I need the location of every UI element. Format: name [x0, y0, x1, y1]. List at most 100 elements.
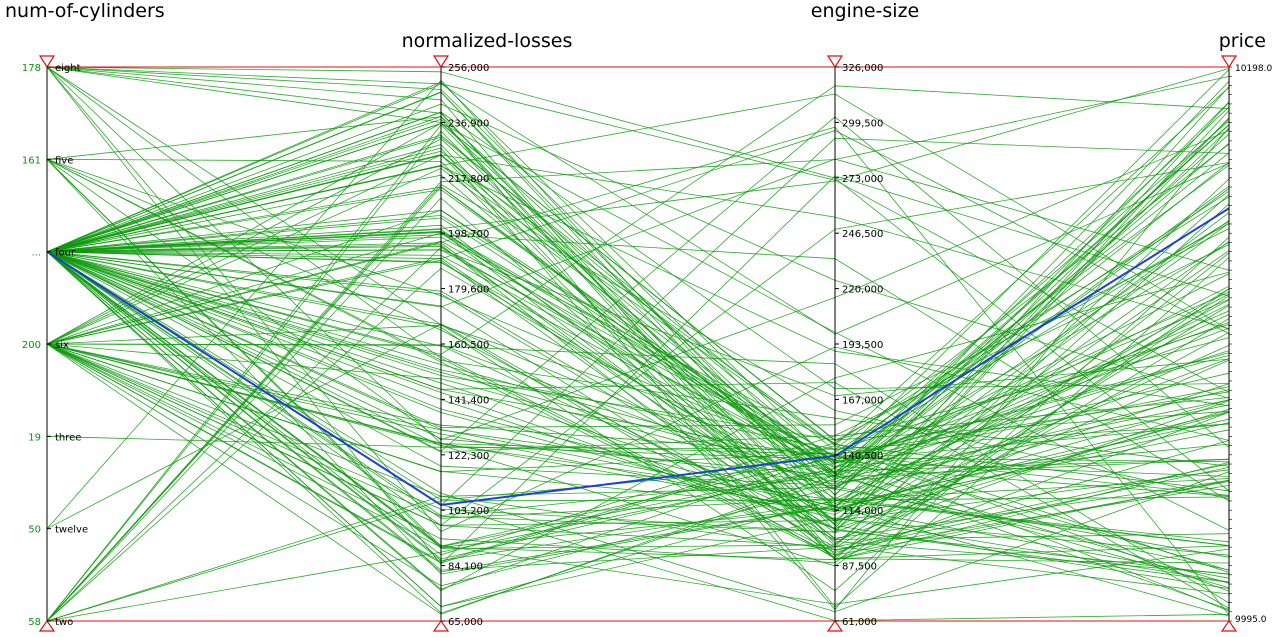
category-count-label: 19 — [28, 432, 41, 443]
axis-bottom-handle-icon[interactable] — [826, 619, 844, 632]
tick-label: 220,000 — [842, 285, 883, 296]
tick-label: 167,000 — [842, 395, 883, 406]
data-line — [46, 251, 1230, 604]
data-line — [46, 267, 1230, 622]
tick-label: 87,500 — [842, 562, 877, 573]
tick-label: 193,500 — [842, 340, 883, 351]
category-count-label: 58 — [28, 617, 41, 628]
data-line — [46, 343, 1230, 592]
data-line — [46, 106, 1230, 474]
category-count-label: 161 — [22, 155, 41, 166]
tick-label: 299,500 — [842, 118, 883, 129]
axis-title-price: price — [1219, 30, 1266, 52]
price-top-label: 10198.0 — [1235, 64, 1272, 74]
data-line — [46, 190, 1230, 473]
data-line — [46, 142, 1230, 517]
axis-top-handle-icon[interactable] — [826, 55, 844, 69]
tick-label: 65,000 — [448, 617, 483, 628]
data-line — [46, 251, 1230, 608]
category-count-label: ... — [31, 248, 41, 259]
category-label: eight — [55, 63, 81, 74]
data-line — [46, 288, 1230, 567]
data-line — [46, 183, 1230, 622]
category-count-label: 200 — [22, 340, 41, 351]
data-line — [46, 162, 1230, 526]
data-line — [46, 158, 1230, 558]
data-line — [46, 343, 1230, 583]
tick-label: 273,000 — [842, 174, 883, 185]
data-line — [46, 251, 1230, 579]
tick-label: 84,100 — [448, 562, 483, 573]
data-line — [46, 251, 1230, 507]
data-line — [46, 343, 1230, 615]
data-line — [46, 158, 1230, 541]
axis-bottom-handle-icon[interactable] — [38, 619, 56, 632]
data-line — [46, 251, 1230, 487]
tick-label: 122,300 — [448, 451, 489, 462]
tick-label: 236,900 — [448, 118, 489, 129]
tick-label: 61,000 — [842, 617, 877, 628]
data-line — [46, 159, 1230, 549]
data-line — [46, 150, 1230, 610]
category-label: two — [55, 617, 73, 628]
data-line — [46, 83, 1230, 335]
tick-label: 217,800 — [448, 174, 489, 185]
axis-bottom-handle-icon[interactable] — [1220, 619, 1238, 632]
data-line — [46, 87, 1230, 446]
axis-bottom-handle-icon[interactable] — [432, 619, 450, 632]
data-line — [46, 251, 1230, 571]
data-line — [46, 154, 1230, 345]
data-line — [46, 76, 1230, 622]
data-line — [46, 159, 1230, 547]
data-line — [46, 66, 1230, 496]
tick-label: 140,500 — [842, 451, 883, 462]
tick-label: 103,200 — [448, 506, 489, 517]
data-line — [46, 81, 1230, 497]
highlighted-data-line — [46, 207, 1230, 507]
data-line — [46, 251, 1230, 522]
data-line — [46, 130, 1230, 334]
axes: num-of-cylinders eight 178 five 161 four... si… — [5, 0, 1272, 632]
data-line — [46, 66, 1230, 479]
data-line — [46, 116, 1230, 481]
data-line — [46, 252, 1230, 564]
data-line — [46, 251, 1230, 553]
category-label: four — [55, 248, 76, 259]
data-line — [46, 251, 1230, 573]
data-line — [46, 251, 1230, 519]
tick-label: 198,700 — [448, 229, 489, 240]
axis-top-handle-icon[interactable] — [432, 55, 450, 69]
data-line — [46, 251, 1230, 469]
data-line — [46, 209, 1230, 464]
data-line — [46, 228, 1230, 509]
data-line — [46, 134, 1230, 464]
data-line — [46, 124, 1230, 622]
data-line — [46, 217, 1230, 474]
data-line — [46, 158, 1230, 308]
tick-label: 114,000 — [842, 506, 883, 517]
data-line — [46, 251, 1230, 441]
data-line — [46, 178, 1230, 547]
data-line — [46, 66, 1230, 565]
data-line — [46, 79, 1230, 529]
data-line — [46, 222, 1230, 512]
category-count-label: 50 — [28, 525, 41, 536]
data-line — [46, 323, 1230, 548]
data-line — [46, 224, 1230, 523]
data-line — [46, 458, 1230, 622]
data-line — [46, 111, 1230, 545]
data-line — [46, 242, 1230, 539]
data-line — [46, 120, 1230, 501]
tick-label: 246,500 — [842, 229, 883, 240]
data-line — [46, 123, 1230, 441]
axis-top-handle-icon[interactable] — [1220, 55, 1238, 69]
data-line — [46, 143, 1230, 450]
data-line — [46, 66, 1230, 561]
data-line — [46, 127, 1230, 611]
data-line — [46, 232, 1230, 571]
data-line — [46, 343, 1230, 483]
data-line — [46, 126, 1230, 615]
axis-top-handle-icon[interactable] — [38, 55, 56, 69]
